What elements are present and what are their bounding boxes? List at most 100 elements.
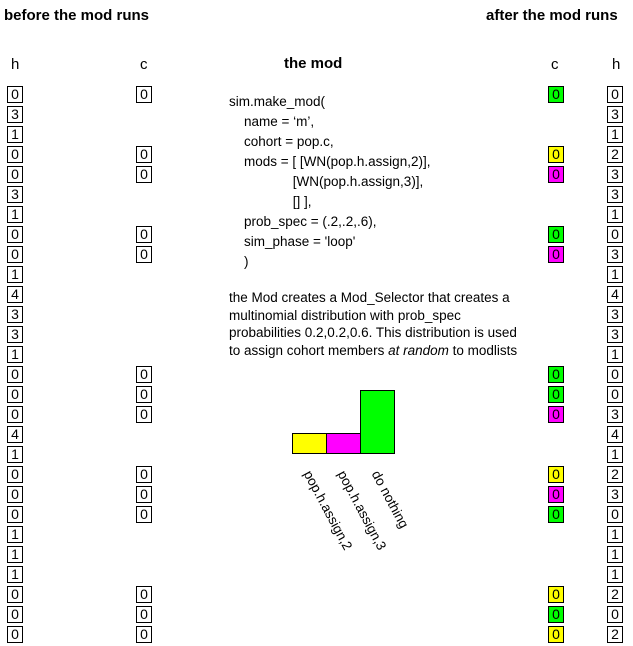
before-h-cell: 1: [7, 446, 23, 463]
after-c-cell: 0: [548, 386, 564, 403]
before-c-cell: 0: [136, 166, 152, 183]
after-h-cell: 2: [607, 586, 623, 603]
before-c-cell: 0: [136, 406, 152, 423]
before-h-cell: 0: [7, 386, 23, 403]
chart-bar: [292, 433, 327, 454]
before-h-cell: 0: [7, 86, 23, 103]
after-h-cell: 3: [607, 406, 623, 423]
after-h-cell: 3: [607, 246, 623, 263]
after-c-cell: 0: [548, 246, 564, 263]
before-c-cell: 0: [136, 386, 152, 403]
after-h-cell: 2: [607, 146, 623, 163]
before-c-cell: 0: [136, 146, 152, 163]
before-h-label: h: [11, 56, 20, 73]
after-h-cell: 1: [607, 126, 623, 143]
before-c-cell: 0: [136, 86, 152, 103]
after-header: after the mod runs: [486, 7, 618, 24]
after-h-cell: 0: [607, 386, 623, 403]
before-h-cell: 4: [7, 286, 23, 303]
after-h-cell: 4: [607, 426, 623, 443]
before-header: before the mod runs: [4, 7, 150, 24]
after-h-cell: 3: [607, 486, 623, 503]
after-h-cell: 3: [607, 186, 623, 203]
after-c-cell: 0: [548, 166, 564, 183]
after-h-cell: 0: [607, 506, 623, 523]
desc-text-end: to modlists: [448, 342, 518, 358]
code-line: [] ],: [229, 194, 312, 209]
after-h-cell: 1: [607, 566, 623, 583]
before-c-cell: 0: [136, 226, 152, 243]
before-h-cell: 0: [7, 626, 23, 643]
before-h-cell: 4: [7, 426, 23, 443]
before-h-cell: 0: [7, 486, 23, 503]
before-h-cell: 1: [7, 566, 23, 583]
before-h-cell: 0: [7, 586, 23, 603]
before-h-cell: 0: [7, 606, 23, 623]
before-c-cell: 0: [136, 246, 152, 263]
before-h-cell: 0: [7, 406, 23, 423]
desc-text: the Mod creates a Mod_Selector that crea…: [229, 290, 517, 358]
after-h-cell: 0: [607, 366, 623, 383]
before-h-cell: 1: [7, 266, 23, 283]
before-h-cell: 1: [7, 526, 23, 543]
before-h-cell: 3: [7, 106, 23, 123]
after-h-cell: 1: [607, 346, 623, 363]
after-c-label: c: [551, 56, 559, 73]
before-c-cell: 0: [136, 606, 152, 623]
before-h-cell: 0: [7, 246, 23, 263]
after-h-cell: 0: [607, 226, 623, 243]
after-c-cell: 0: [548, 226, 564, 243]
before-c-label: c: [140, 56, 148, 73]
after-h-cell: 1: [607, 266, 623, 283]
code-line: name = ‘m’,: [229, 114, 315, 129]
after-h-cell: 4: [607, 286, 623, 303]
chart-bar: [360, 390, 395, 454]
before-c-cell: 0: [136, 506, 152, 523]
after-h-cell: 1: [607, 526, 623, 543]
after-c-cell: 0: [548, 466, 564, 483]
after-h-cell: 1: [607, 206, 623, 223]
code-line: cohort = pop.c,: [229, 134, 334, 149]
code-line: ): [229, 254, 249, 269]
desc-italic: at random: [388, 342, 449, 358]
after-h-cell: 0: [607, 86, 623, 103]
after-c-cell: 0: [548, 506, 564, 523]
before-h-cell: 0: [7, 506, 23, 523]
before-h-cell: 1: [7, 126, 23, 143]
before-c-cell: 0: [136, 366, 152, 383]
chart-bar: [326, 433, 361, 454]
code-line: mods = [ [WN(pop.h.assign,2)],: [229, 154, 431, 169]
after-c-cell: 0: [548, 586, 564, 603]
code-line: [WN(pop.h.assign,3)],: [229, 174, 424, 189]
before-c-cell: 0: [136, 466, 152, 483]
before-h-cell: 0: [7, 466, 23, 483]
after-c-cell: 0: [548, 606, 564, 623]
code-line: sim.make_mod(: [229, 94, 326, 109]
mod-code: sim.make_mod( name = ‘m’, cohort = pop.c…: [229, 92, 430, 272]
after-h-cell: 3: [607, 326, 623, 343]
before-c-cell: 0: [136, 626, 152, 643]
mod-description: the Mod creates a Mod_Selector that crea…: [229, 289, 529, 359]
after-c-cell: 0: [548, 146, 564, 163]
before-h-cell: 0: [7, 146, 23, 163]
before-h-cell: 1: [7, 206, 23, 223]
before-h-cell: 3: [7, 306, 23, 323]
after-c-cell: 0: [548, 486, 564, 503]
before-h-cell: 0: [7, 226, 23, 243]
after-h-cell: 3: [607, 166, 623, 183]
after-c-cell: 0: [548, 406, 564, 423]
after-h-label: h: [612, 56, 621, 73]
after-c-cell: 0: [548, 626, 564, 643]
mod-title: the mod: [284, 55, 343, 72]
before-c-cell: 0: [136, 486, 152, 503]
before-h-cell: 0: [7, 166, 23, 183]
before-h-cell: 1: [7, 546, 23, 563]
before-h-cell: 3: [7, 326, 23, 343]
after-c-cell: 0: [548, 366, 564, 383]
before-c-cell: 0: [136, 586, 152, 603]
after-h-cell: 3: [607, 306, 623, 323]
after-h-cell: 2: [607, 626, 623, 643]
after-c-cell: 0: [548, 86, 564, 103]
after-h-cell: 0: [607, 606, 623, 623]
code-line: sim_phase = 'loop': [229, 234, 356, 249]
